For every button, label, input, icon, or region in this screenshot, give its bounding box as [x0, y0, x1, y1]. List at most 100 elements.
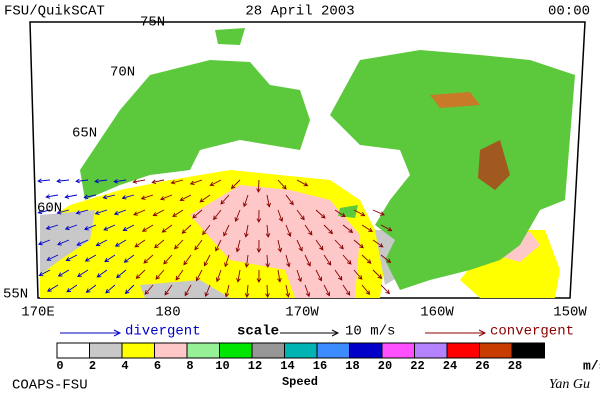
wind-arrow [285, 284, 291, 298]
wind-arrow [334, 269, 343, 281]
wind-arrow [114, 239, 127, 247]
wind-arrow [164, 284, 173, 296]
wind-arrow [46, 284, 59, 292]
wind-arrow [372, 269, 383, 280]
wind-arrow [361, 224, 373, 232]
wind-arrow [135, 269, 146, 279]
lat-label: 60N [37, 201, 62, 217]
colorbar-swatch [511, 342, 545, 359]
wind-arrow [234, 209, 241, 223]
wind-arrow [77, 269, 89, 277]
wind-arrow [199, 194, 211, 203]
land-island [338, 205, 358, 218]
footer-left: COAPS-FSU [12, 378, 88, 394]
legend-arrow [478, 329, 487, 337]
wind-arrow [285, 224, 292, 238]
wind-arrow [235, 239, 241, 253]
wind-arrow [85, 284, 97, 293]
colorbar-swatch [349, 342, 383, 359]
wind-arrow [141, 224, 154, 232]
wind-arrow [174, 239, 184, 250]
wind-arrow [256, 239, 262, 253]
wind-arrow [57, 239, 70, 246]
wind-arrow [56, 178, 70, 184]
wind-arrow [323, 284, 331, 297]
wind-arrow [115, 269, 127, 279]
wind-arrow [204, 284, 211, 298]
colorbar-swatch [479, 342, 513, 359]
wind-arrow [84, 254, 97, 262]
wind-arrow [151, 179, 165, 185]
wind-arrow [202, 224, 211, 236]
wind-arrow [380, 254, 392, 263]
colorbar-label: 2 [89, 359, 96, 373]
wind-arrow [342, 254, 352, 265]
wind-arrow [104, 254, 116, 263]
wind-arrow [192, 209, 203, 219]
wind-arrow [220, 194, 230, 205]
wind-arrow [230, 179, 241, 190]
wind-arrow [334, 239, 344, 250]
wind-arrow [342, 224, 354, 233]
legend-convergent: convergent [490, 324, 574, 340]
wind-arrow [154, 239, 165, 249]
wind-arrow [175, 269, 184, 281]
map: 75N 70N 65N 60N 55N 170E 180 170W 160W 1… [3, 15, 587, 321]
land-island [215, 28, 245, 45]
lon-label: 150W [553, 305, 587, 321]
wind-arrow [37, 239, 51, 246]
wind-arrow [103, 224, 116, 231]
wind-arrow [380, 284, 390, 295]
lat-label: 65N [72, 126, 97, 142]
colorbar-swatch [446, 342, 480, 359]
colorbar-swatch [56, 342, 90, 359]
wind-arrow [134, 239, 146, 248]
lat-label: 70N [110, 65, 135, 81]
wind-arrow [76, 239, 89, 246]
wind-arrow [277, 209, 284, 223]
wind-arrow [163, 254, 173, 265]
wind-arrow [223, 224, 230, 237]
wind-arrow [140, 194, 154, 200]
wind-arrow [296, 209, 305, 221]
wind-arrow [315, 269, 323, 282]
wind-arrow [159, 194, 173, 201]
wind-arrow [256, 209, 262, 223]
wind-arrow [95, 239, 108, 247]
wind-arrow [372, 209, 385, 216]
wind-arrow [75, 209, 89, 215]
wind-arrow [277, 239, 283, 253]
colorbar-label: 6 [154, 359, 161, 373]
wind-arrow [195, 269, 203, 282]
wind-arrow [132, 179, 146, 184]
wind-arrow [37, 209, 51, 215]
wind-arrow [64, 224, 78, 231]
footer-right: Yan Gu [549, 377, 590, 392]
ocean-pink [190, 185, 360, 298]
colorbar-swatch [251, 342, 285, 359]
wind-arrow [189, 179, 203, 186]
lat-label: 55N [3, 287, 28, 303]
lon-label: 170E [21, 305, 55, 321]
wind-arrow [361, 284, 371, 296]
legend-arrow [113, 329, 122, 337]
wind-arrow [353, 239, 364, 249]
wind-arrow [113, 178, 127, 184]
wind-arrow [244, 224, 249, 238]
wind-arrow [334, 209, 346, 218]
wind-arrow [372, 239, 384, 248]
colorbar-label: 14 [280, 359, 294, 373]
wind-arrow [224, 254, 230, 268]
colorbar-title: Speed [282, 375, 318, 389]
wind-arrow [133, 209, 146, 216]
wind-arrow [155, 269, 165, 280]
wind-arrow [161, 224, 173, 233]
wind-arrow [315, 209, 326, 219]
wind-arrow [83, 224, 97, 231]
land-mountains [478, 140, 510, 190]
colorbar-label: 28 [508, 359, 522, 373]
wind-arrow [203, 254, 211, 267]
wind-arrow [183, 254, 192, 266]
wind-arrow [244, 254, 250, 268]
